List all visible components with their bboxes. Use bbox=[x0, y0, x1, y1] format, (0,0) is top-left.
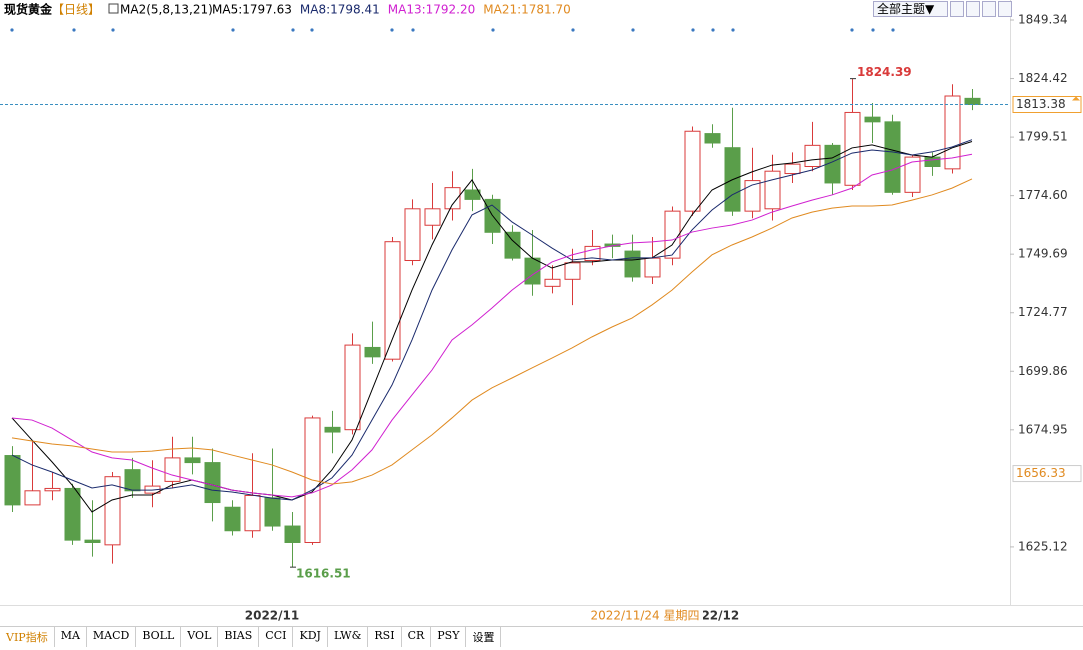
candle-body bbox=[224, 506, 241, 532]
y-tick-label: 1824.42 bbox=[1018, 71, 1068, 85]
candle-body bbox=[624, 250, 641, 278]
crosshair-date-box bbox=[588, 608, 703, 623]
legend-entry: MA5:1797.63 bbox=[212, 3, 292, 17]
candle-body bbox=[544, 278, 561, 287]
tab[interactable]: VOL bbox=[181, 627, 219, 647]
candle-body bbox=[704, 133, 721, 144]
y-tick-label: 1774.60 bbox=[1018, 188, 1068, 202]
y-tick-label: 1674.95 bbox=[1018, 422, 1068, 436]
candle-body bbox=[24, 490, 41, 506]
theme-dropdown[interactable]: 全部主题▼ bbox=[873, 1, 948, 17]
tool-button[interactable] bbox=[950, 1, 964, 17]
candle-body bbox=[324, 426, 341, 433]
legend-entry: MA8:1798.41 bbox=[300, 3, 380, 17]
indicator-tabs: VIP指标 MA MACD BOLL VOL BIAS CCI KDJ LW& RSI CR PSY 设… bbox=[0, 626, 1083, 647]
tab[interactable]: PSY bbox=[431, 627, 467, 647]
indicator-label: MA2(5,8,13,21) bbox=[120, 3, 213, 17]
legend-entry: MA13:1792.20 bbox=[388, 3, 476, 17]
y-tick-label: 1749.69 bbox=[1018, 247, 1068, 261]
crosshair-value: 1656.33 bbox=[1016, 466, 1066, 480]
price-label: 1813.38 bbox=[1016, 97, 1066, 111]
tab[interactable]: VIP指标 bbox=[0, 627, 55, 647]
y-tick-label: 1799.51 bbox=[1018, 130, 1068, 144]
candle-body bbox=[604, 243, 621, 247]
tool-button[interactable] bbox=[998, 1, 1012, 17]
tab[interactable]: CR bbox=[402, 627, 432, 647]
candle-body bbox=[964, 97, 981, 106]
tab[interactable]: MA bbox=[55, 627, 87, 647]
tab[interactable]: RSI bbox=[368, 627, 402, 647]
candle-body bbox=[64, 487, 81, 541]
tool-button[interactable] bbox=[982, 1, 996, 17]
ma-line bbox=[11, 139, 973, 501]
candle-body bbox=[744, 180, 761, 212]
crosshair-box bbox=[1012, 465, 1082, 483]
candle-body bbox=[404, 208, 421, 261]
candle-body bbox=[904, 156, 921, 193]
period-label: 【日线】 bbox=[52, 3, 100, 17]
chart-title: 现货黄金 bbox=[4, 2, 53, 17]
candle-body bbox=[104, 476, 121, 546]
candle-body bbox=[824, 144, 841, 184]
candle-body bbox=[4, 455, 21, 506]
tab[interactable]: KDJ bbox=[293, 627, 328, 647]
candle-body bbox=[464, 189, 481, 200]
candle-body bbox=[764, 170, 781, 210]
candle-body bbox=[804, 144, 821, 167]
crosshair-date: 2022/11/24 星期四 bbox=[591, 609, 700, 623]
tab[interactable]: BOLL bbox=[136, 627, 182, 647]
legend-entry: MA21:1781.70 bbox=[483, 3, 571, 17]
candle-body bbox=[584, 245, 601, 261]
indicator-icon bbox=[108, 3, 119, 14]
candle-body bbox=[424, 208, 441, 226]
candle-body bbox=[264, 497, 281, 527]
candle-body bbox=[864, 116, 881, 123]
candle-body bbox=[564, 262, 581, 280]
candle-body bbox=[84, 539, 101, 543]
candle-body bbox=[344, 344, 361, 431]
ma-line bbox=[11, 141, 973, 513]
tool-button[interactable] bbox=[966, 1, 980, 17]
x-tick-label: 2022/11 bbox=[245, 609, 299, 623]
candle-body bbox=[384, 241, 401, 360]
candle-body bbox=[204, 462, 221, 504]
candle-body bbox=[124, 469, 141, 492]
y-tick-label: 1849.34 bbox=[1018, 12, 1068, 26]
candle-body bbox=[284, 525, 301, 543]
candle-body bbox=[884, 121, 901, 193]
candle-body bbox=[444, 187, 461, 210]
candle-body bbox=[664, 210, 681, 259]
high-label: 1824.39 bbox=[857, 65, 912, 79]
candle-body bbox=[924, 156, 941, 167]
candle-body bbox=[244, 494, 261, 532]
tab[interactable]: 设置 bbox=[466, 627, 502, 647]
tab[interactable]: CCI bbox=[259, 627, 294, 647]
candle-body bbox=[684, 130, 701, 212]
tab[interactable]: LW& bbox=[328, 627, 369, 647]
price-arrow bbox=[1072, 96, 1080, 101]
ma-line bbox=[11, 178, 973, 485]
chart: 现货黄金 【日线】 MA2(5,8,13,21) 1849.34 1824.42 1… bbox=[0, 0, 1083, 623]
candle-body bbox=[844, 111, 861, 186]
candle-body bbox=[504, 231, 521, 259]
event-markers bbox=[10, 28, 895, 32]
candle-body bbox=[164, 457, 181, 482]
candle-body bbox=[184, 457, 201, 464]
y-tick-label: 1724.77 bbox=[1018, 305, 1068, 319]
y-tick-label: 1625.12 bbox=[1018, 539, 1068, 553]
ma-line bbox=[11, 153, 973, 498]
low-label: 1616.51 bbox=[296, 567, 351, 581]
candle-body bbox=[44, 487, 61, 492]
tab[interactable]: BIAS bbox=[218, 627, 260, 647]
tab[interactable]: MACD bbox=[87, 627, 137, 647]
candle-body bbox=[944, 95, 961, 170]
y-tick-label: 1699.86 bbox=[1018, 364, 1068, 378]
candle-body bbox=[784, 163, 801, 175]
candle-body bbox=[364, 346, 381, 358]
candle-body bbox=[644, 257, 661, 278]
price-box bbox=[1012, 96, 1082, 114]
